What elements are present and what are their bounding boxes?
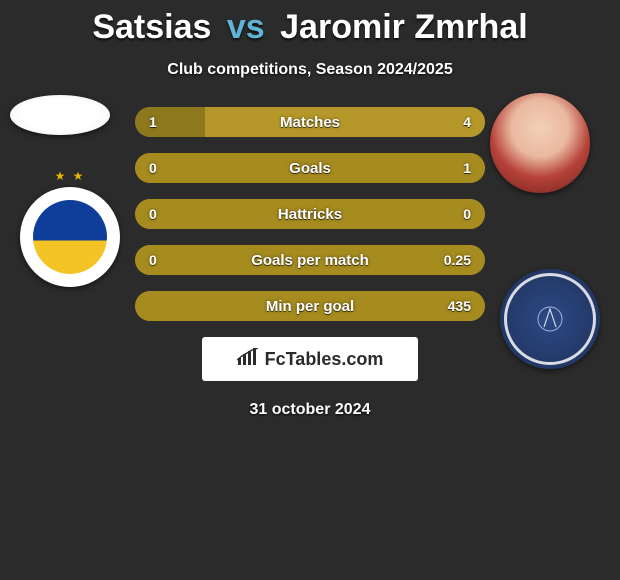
chart-bars-icon	[237, 348, 259, 371]
badge-stars-icon: ★ ★	[20, 169, 120, 183]
player2-name: Jaromir Zmrhal	[280, 8, 528, 46]
stat-label: Min per goal	[135, 291, 485, 321]
stat-label: Hattricks	[135, 199, 485, 229]
player2-club-badge	[500, 269, 600, 369]
stat-label: Goals per match	[135, 245, 485, 275]
stat-row: 14Matches	[135, 107, 485, 137]
branding-text: FcTables.com	[265, 349, 384, 370]
badge-ring-icon	[504, 273, 596, 365]
page-title: Satsias vs Jaromir Zmrhal	[0, 0, 620, 47]
stat-row: 435Min per goal	[135, 291, 485, 321]
vs-label: vs	[227, 8, 265, 46]
player2-avatar	[490, 93, 590, 193]
branding-badge: FcTables.com	[202, 337, 418, 381]
stat-row: 00Hattricks	[135, 199, 485, 229]
player1-avatar	[10, 95, 110, 135]
player1-name: Satsias	[92, 8, 211, 46]
stat-label: Matches	[135, 107, 485, 137]
stats-bars: 14Matches 01Goals 00Hattricks 00.25Goals pe…	[135, 107, 485, 321]
stat-row: 01Goals	[135, 153, 485, 183]
stat-label: Goals	[135, 153, 485, 183]
subtitle: Club competitions, Season 2024/2025	[0, 61, 620, 79]
date-label: 31 october 2024	[0, 401, 620, 419]
stat-row: 00.25Goals per match	[135, 245, 485, 275]
player1-club-badge: ★ ★	[20, 187, 120, 287]
comparison-panel: ★ ★ 14Matches 01Goals 00Hattricks 00.25Goal…	[0, 107, 620, 419]
